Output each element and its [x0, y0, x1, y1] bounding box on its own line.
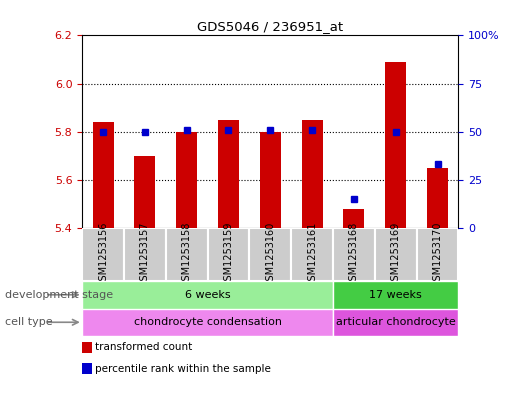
Bar — [250, 228, 291, 281]
Text: cell type: cell type — [5, 317, 53, 327]
Text: transformed count: transformed count — [95, 342, 192, 352]
Text: development stage: development stage — [5, 290, 113, 300]
Bar — [333, 228, 375, 281]
Bar — [333, 281, 458, 309]
Bar — [385, 62, 406, 228]
Text: 17 weeks: 17 weeks — [369, 290, 422, 300]
Title: GDS5046 / 236951_at: GDS5046 / 236951_at — [197, 20, 343, 33]
Text: chondrocyte condensation: chondrocyte condensation — [134, 317, 281, 327]
Bar — [166, 228, 208, 281]
Bar — [427, 168, 448, 228]
Text: GSM1253159: GSM1253159 — [224, 222, 234, 287]
Bar — [302, 119, 323, 228]
Bar — [208, 228, 250, 281]
Text: GSM1253157: GSM1253157 — [140, 222, 150, 287]
Text: articular chondrocyte: articular chondrocyte — [336, 317, 456, 327]
Text: GSM1253158: GSM1253158 — [182, 222, 192, 287]
Bar — [375, 228, 417, 281]
Bar — [291, 228, 333, 281]
Text: GSM1253168: GSM1253168 — [349, 222, 359, 287]
Bar — [82, 309, 333, 336]
Bar — [135, 156, 155, 228]
Bar — [93, 122, 113, 228]
Bar — [417, 228, 458, 281]
Text: GSM1253160: GSM1253160 — [266, 222, 275, 287]
Bar — [82, 281, 333, 309]
Text: GSM1253169: GSM1253169 — [391, 222, 401, 287]
Bar — [176, 132, 197, 228]
Bar — [343, 209, 364, 228]
Bar — [260, 132, 281, 228]
Bar — [333, 309, 458, 336]
Bar — [124, 228, 166, 281]
Text: 6 weeks: 6 weeks — [185, 290, 231, 300]
Bar — [218, 119, 239, 228]
Text: GSM1253161: GSM1253161 — [307, 222, 317, 287]
Bar — [82, 228, 124, 281]
Text: GSM1253170: GSM1253170 — [432, 222, 443, 287]
Text: percentile rank within the sample: percentile rank within the sample — [95, 364, 271, 374]
Text: GSM1253156: GSM1253156 — [98, 222, 108, 287]
